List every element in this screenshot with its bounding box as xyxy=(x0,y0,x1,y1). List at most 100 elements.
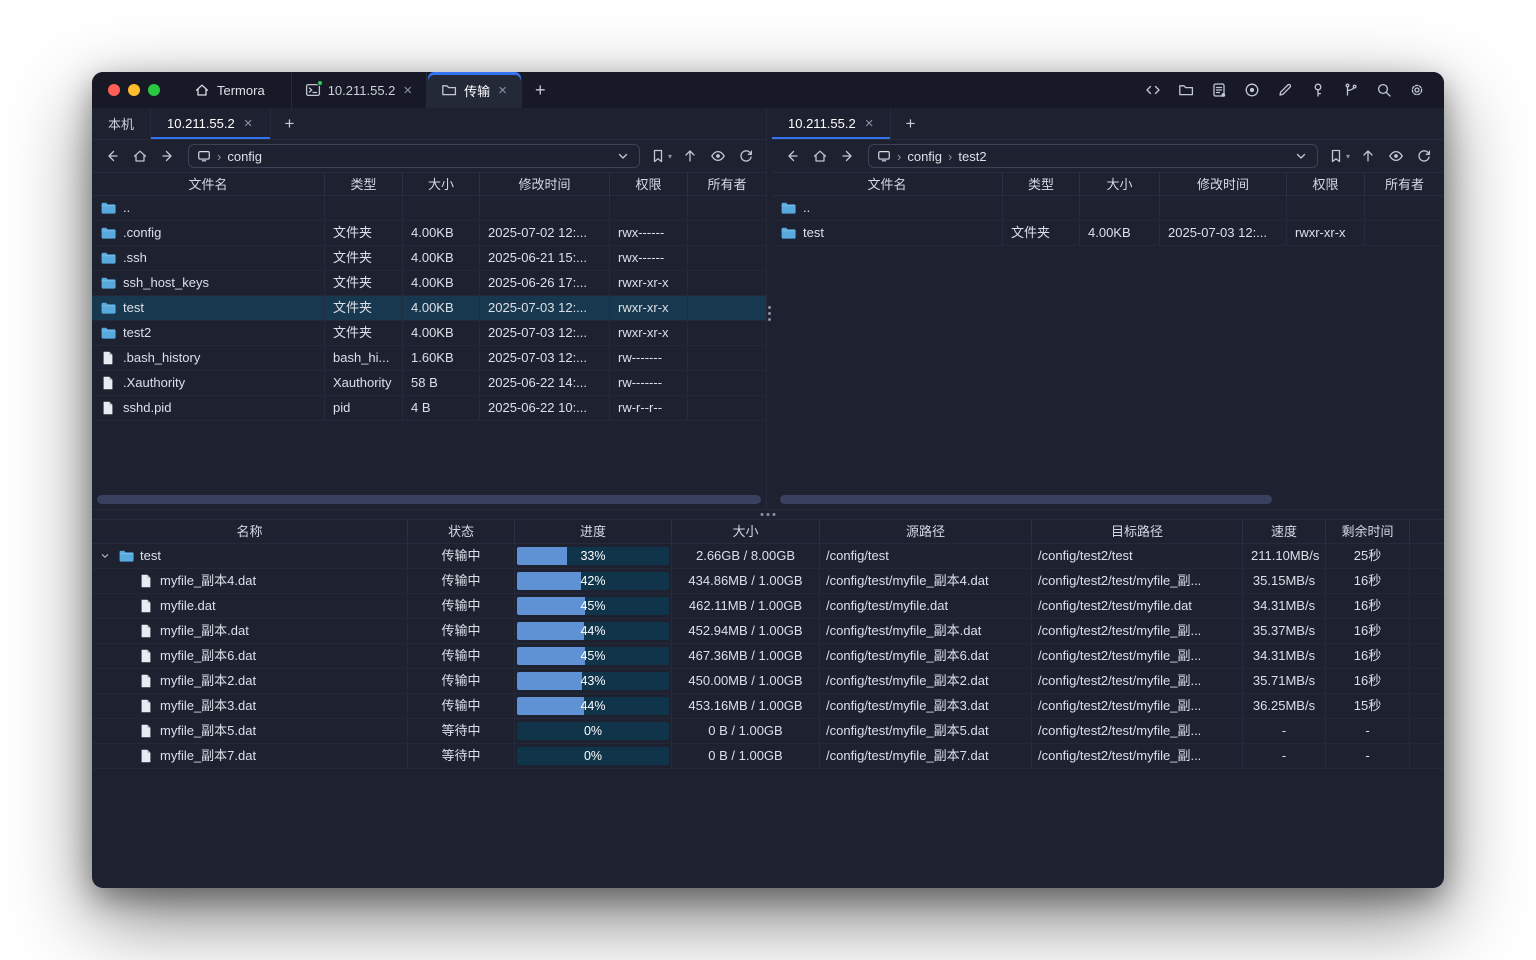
splitter-handle[interactable] xyxy=(760,513,776,516)
new-connection-button[interactable]: + xyxy=(284,113,295,133)
column-header[interactable]: 所有者 xyxy=(707,177,747,192)
breadcrumb-segment[interactable]: config xyxy=(907,148,943,164)
show-hidden-files-icon[interactable] xyxy=(706,144,730,168)
close-icon[interactable]: × xyxy=(864,115,874,132)
horizontal-scrollbar-thumb[interactable] xyxy=(97,495,761,504)
parent-directory-icon[interactable] xyxy=(678,144,702,168)
forward-icon[interactable] xyxy=(156,144,180,168)
column-header[interactable]: 文件名 xyxy=(92,173,325,196)
transfer-row[interactable]: test 传输中 33% 2.66GB / 8.00GB /config/tes… xyxy=(92,544,1444,569)
titlebar-tab[interactable]: 传输 × xyxy=(427,72,522,108)
column-header[interactable]: 速度 xyxy=(1243,520,1326,543)
column-header[interactable]: 修改时间 xyxy=(480,173,610,196)
settings-icon[interactable] xyxy=(1404,77,1430,103)
column-header[interactable]: 剩余时间 xyxy=(1326,520,1410,543)
chevron-down-icon[interactable] xyxy=(615,148,631,164)
file-type-cell: Xauthority xyxy=(325,371,403,395)
parent-directory-icon[interactable] xyxy=(1356,144,1380,168)
window-controls xyxy=(92,72,174,108)
app-home-tab[interactable]: Termora xyxy=(174,72,291,108)
splitter-handle[interactable] xyxy=(767,304,772,323)
refresh-icon[interactable] xyxy=(1412,144,1436,168)
show-hidden-files-icon[interactable] xyxy=(1384,144,1408,168)
file-table-row[interactable]: .config 文件夹 4.00KB 2025-07-02 12:... rwx… xyxy=(92,221,766,246)
minimize-window-button[interactable] xyxy=(128,84,140,96)
file-table-row[interactable]: .bash_history bash_hi... 1.60KB 2025-07-… xyxy=(92,346,766,371)
column-header[interactable]: 修改时间 xyxy=(1160,173,1287,196)
panel-tab[interactable]: 10.211.55.2 × xyxy=(772,108,892,139)
transfer-row[interactable]: myfile_副本2.dat 传输中 43% 450.00MB / 1.00GB… xyxy=(92,669,1444,694)
transfer-row[interactable]: myfile.dat 传输中 45% 462.11MB / 1.00GB /co… xyxy=(92,594,1444,619)
column-header[interactable]: 大小 xyxy=(672,520,820,543)
back-icon[interactable] xyxy=(780,144,804,168)
transfer-row[interactable]: myfile_副本7.dat 等待中 0% 0 B / 1.00GB /conf… xyxy=(92,744,1444,769)
progress-label: 45% xyxy=(580,649,606,663)
file-table-row[interactable]: test2 文件夹 4.00KB 2025-07-03 12:... rwxr-… xyxy=(92,321,766,346)
column-header[interactable]: 权限 xyxy=(1287,173,1365,196)
close-icon[interactable]: × xyxy=(403,81,413,99)
transfer-row[interactable]: myfile_副本6.dat 传输中 45% 467.36MB / 1.00GB… xyxy=(92,644,1444,669)
keychain-icon[interactable] xyxy=(1338,77,1364,103)
code-icon[interactable] xyxy=(1140,77,1166,103)
new-connection-button[interactable]: + xyxy=(905,113,916,133)
path-breadcrumb[interactable]: › config xyxy=(188,144,640,168)
forward-icon[interactable] xyxy=(836,144,860,168)
file-name-cell: .bash_history xyxy=(92,346,325,370)
column-header[interactable]: 大小 xyxy=(1080,173,1160,196)
file-table-row[interactable]: .. xyxy=(92,196,766,221)
breadcrumb-segment[interactable]: config xyxy=(227,148,263,164)
column-header[interactable]: 权限 xyxy=(610,173,688,196)
log-icon[interactable] xyxy=(1206,77,1232,103)
column-header[interactable]: 类型 xyxy=(1003,173,1080,196)
titlebar-tab[interactable]: 10.211.55.2 × xyxy=(290,72,428,108)
path-breadcrumb[interactable]: › config › test2 xyxy=(868,144,1318,168)
new-tab-button[interactable]: + xyxy=(534,79,546,100)
home-icon[interactable] xyxy=(808,144,832,168)
close-window-button[interactable] xyxy=(108,84,120,96)
bookmark-button[interactable]: ▾ xyxy=(648,148,674,164)
column-header[interactable]: 文件名 xyxy=(772,173,1003,196)
bookmark-button[interactable]: ▾ xyxy=(1326,148,1352,164)
panel-tab[interactable]: 10.211.55.2 × xyxy=(151,108,271,139)
panel-splitter[interactable] xyxy=(766,108,772,509)
chevron-down-icon[interactable] xyxy=(98,548,112,564)
column-header[interactable]: 状态 xyxy=(408,520,515,543)
key-icon[interactable] xyxy=(1305,77,1331,103)
column-header[interactable]: 进度 xyxy=(515,520,672,543)
transfer-status-cell: 传输中 xyxy=(408,569,515,593)
transfer-speed-cell: 34.31MB/s xyxy=(1243,644,1326,668)
file-table-row[interactable]: .ssh 文件夹 4.00KB 2025-06-21 15:... rwx---… xyxy=(92,246,766,271)
panel-tab[interactable]: 本机 xyxy=(92,108,152,139)
edit-icon[interactable] xyxy=(1272,77,1298,103)
back-icon[interactable] xyxy=(100,144,124,168)
transfer-splitter[interactable] xyxy=(92,509,1444,519)
file-table-row[interactable]: test 文件夹 4.00KB 2025-07-03 12:... rwxr-x… xyxy=(92,296,766,321)
horizontal-scrollbar-thumb[interactable] xyxy=(780,495,1272,504)
chevron-down-icon[interactable] xyxy=(1293,148,1309,164)
column-header[interactable]: 目标路径 xyxy=(1032,520,1243,543)
column-header[interactable]: 类型 xyxy=(325,173,403,196)
column-header[interactable]: 名称 xyxy=(92,520,408,543)
column-header[interactable]: 源路径 xyxy=(820,520,1032,543)
file-icon xyxy=(138,573,154,589)
folder-icon[interactable] xyxy=(1173,77,1199,103)
file-table-row[interactable]: .. xyxy=(772,196,1444,221)
file-table-row[interactable]: sshd.pid pid 4 B 2025-06-22 10:... rw-r-… xyxy=(92,396,766,421)
transfer-row[interactable]: myfile_副本4.dat 传输中 42% 434.86MB / 1.00GB… xyxy=(92,569,1444,594)
home-icon[interactable] xyxy=(128,144,152,168)
column-header[interactable]: 大小 xyxy=(403,173,480,196)
search-icon[interactable] xyxy=(1371,77,1397,103)
refresh-icon[interactable] xyxy=(734,144,758,168)
transfer-row[interactable]: myfile_副本3.dat 传输中 44% 453.16MB / 1.00GB… xyxy=(92,694,1444,719)
close-icon[interactable]: × xyxy=(498,81,507,99)
file-table-row[interactable]: .Xauthority Xauthority 58 B 2025-06-22 1… xyxy=(92,371,766,396)
column-header[interactable]: 所有者 xyxy=(1384,177,1424,192)
record-icon[interactable] xyxy=(1239,77,1265,103)
transfer-row[interactable]: myfile_副本5.dat 等待中 0% 0 B / 1.00GB /conf… xyxy=(92,719,1444,744)
file-table-row[interactable]: ssh_host_keys 文件夹 4.00KB 2025-06-26 17:.… xyxy=(92,271,766,296)
close-icon[interactable]: × xyxy=(243,115,253,132)
file-table-row[interactable]: test 文件夹 4.00KB 2025-07-03 12:... rwxr-x… xyxy=(772,221,1444,246)
zoom-window-button[interactable] xyxy=(148,84,160,96)
breadcrumb-segment[interactable]: test2 xyxy=(958,148,987,164)
transfer-row[interactable]: myfile_副本.dat 传输中 44% 452.94MB / 1.00GB … xyxy=(92,619,1444,644)
